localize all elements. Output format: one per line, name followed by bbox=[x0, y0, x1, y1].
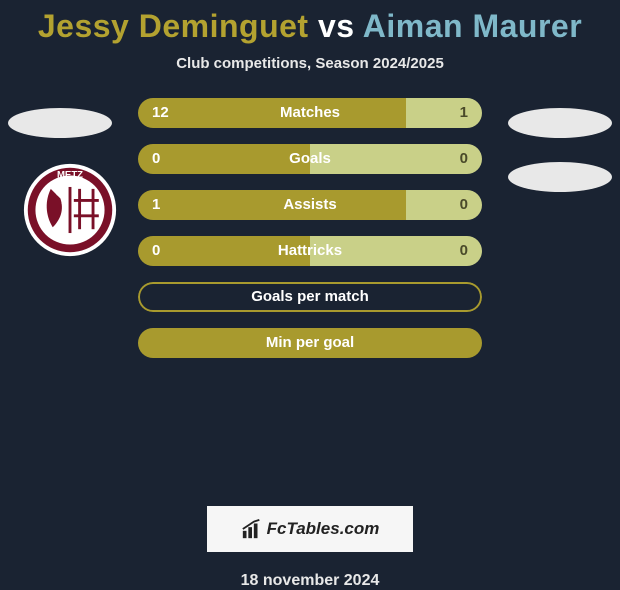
player1-name: Jessy Deminguet bbox=[38, 8, 309, 44]
subtitle: Club competitions, Season 2024/2025 bbox=[0, 55, 620, 72]
stat-row: Min per goal bbox=[138, 328, 482, 358]
stat-value-left: 0 bbox=[152, 144, 160, 174]
stat-value-left: 0 bbox=[152, 236, 160, 266]
stat-value-left: 12 bbox=[152, 98, 169, 128]
stat-value-right: 0 bbox=[460, 190, 468, 220]
chart-icon bbox=[241, 518, 263, 540]
placeholder-oval-right-2 bbox=[508, 162, 612, 192]
stat-value-left: 1 bbox=[152, 190, 160, 220]
placeholder-oval-left bbox=[8, 108, 112, 138]
stat-bars-container: Matches121Goals00Assists10Hattricks00Goa… bbox=[138, 98, 482, 374]
stat-row: Goals per match bbox=[138, 282, 482, 312]
stat-value-right: 0 bbox=[460, 144, 468, 174]
player2-name: Aiman Maurer bbox=[363, 8, 582, 44]
svg-text:METZ: METZ bbox=[57, 169, 83, 180]
stat-label: Hattricks bbox=[138, 236, 482, 266]
page-title: Jessy Deminguet vs Aiman Maurer bbox=[0, 0, 620, 45]
stat-label: Goals per match bbox=[138, 282, 482, 312]
comparison-chart: METZ Matches121Goals00Assists10Hattricks… bbox=[0, 98, 620, 498]
brand-box: FcTables.com bbox=[207, 506, 413, 552]
stat-row: Assists1 0 bbox=[138, 190, 482, 220]
stat-value-right: 1 bbox=[460, 98, 468, 128]
vs-text: vs bbox=[309, 8, 363, 44]
stat-label: Matches bbox=[138, 98, 482, 128]
club-badge-metz: METZ bbox=[22, 162, 118, 258]
stat-row: Matches12 1 bbox=[138, 98, 482, 128]
stat-label: Goals bbox=[138, 144, 482, 174]
stat-row: Hattricks0 0 bbox=[138, 236, 482, 266]
stat-label: Assists bbox=[138, 190, 482, 220]
stat-label: Min per goal bbox=[138, 328, 482, 358]
placeholder-oval-right-1 bbox=[508, 108, 612, 138]
date-text: 18 november 2024 bbox=[0, 572, 620, 590]
brand-text: FcTables.com bbox=[267, 519, 380, 539]
stat-row: Goals0 0 bbox=[138, 144, 482, 174]
stat-value-right: 0 bbox=[460, 236, 468, 266]
